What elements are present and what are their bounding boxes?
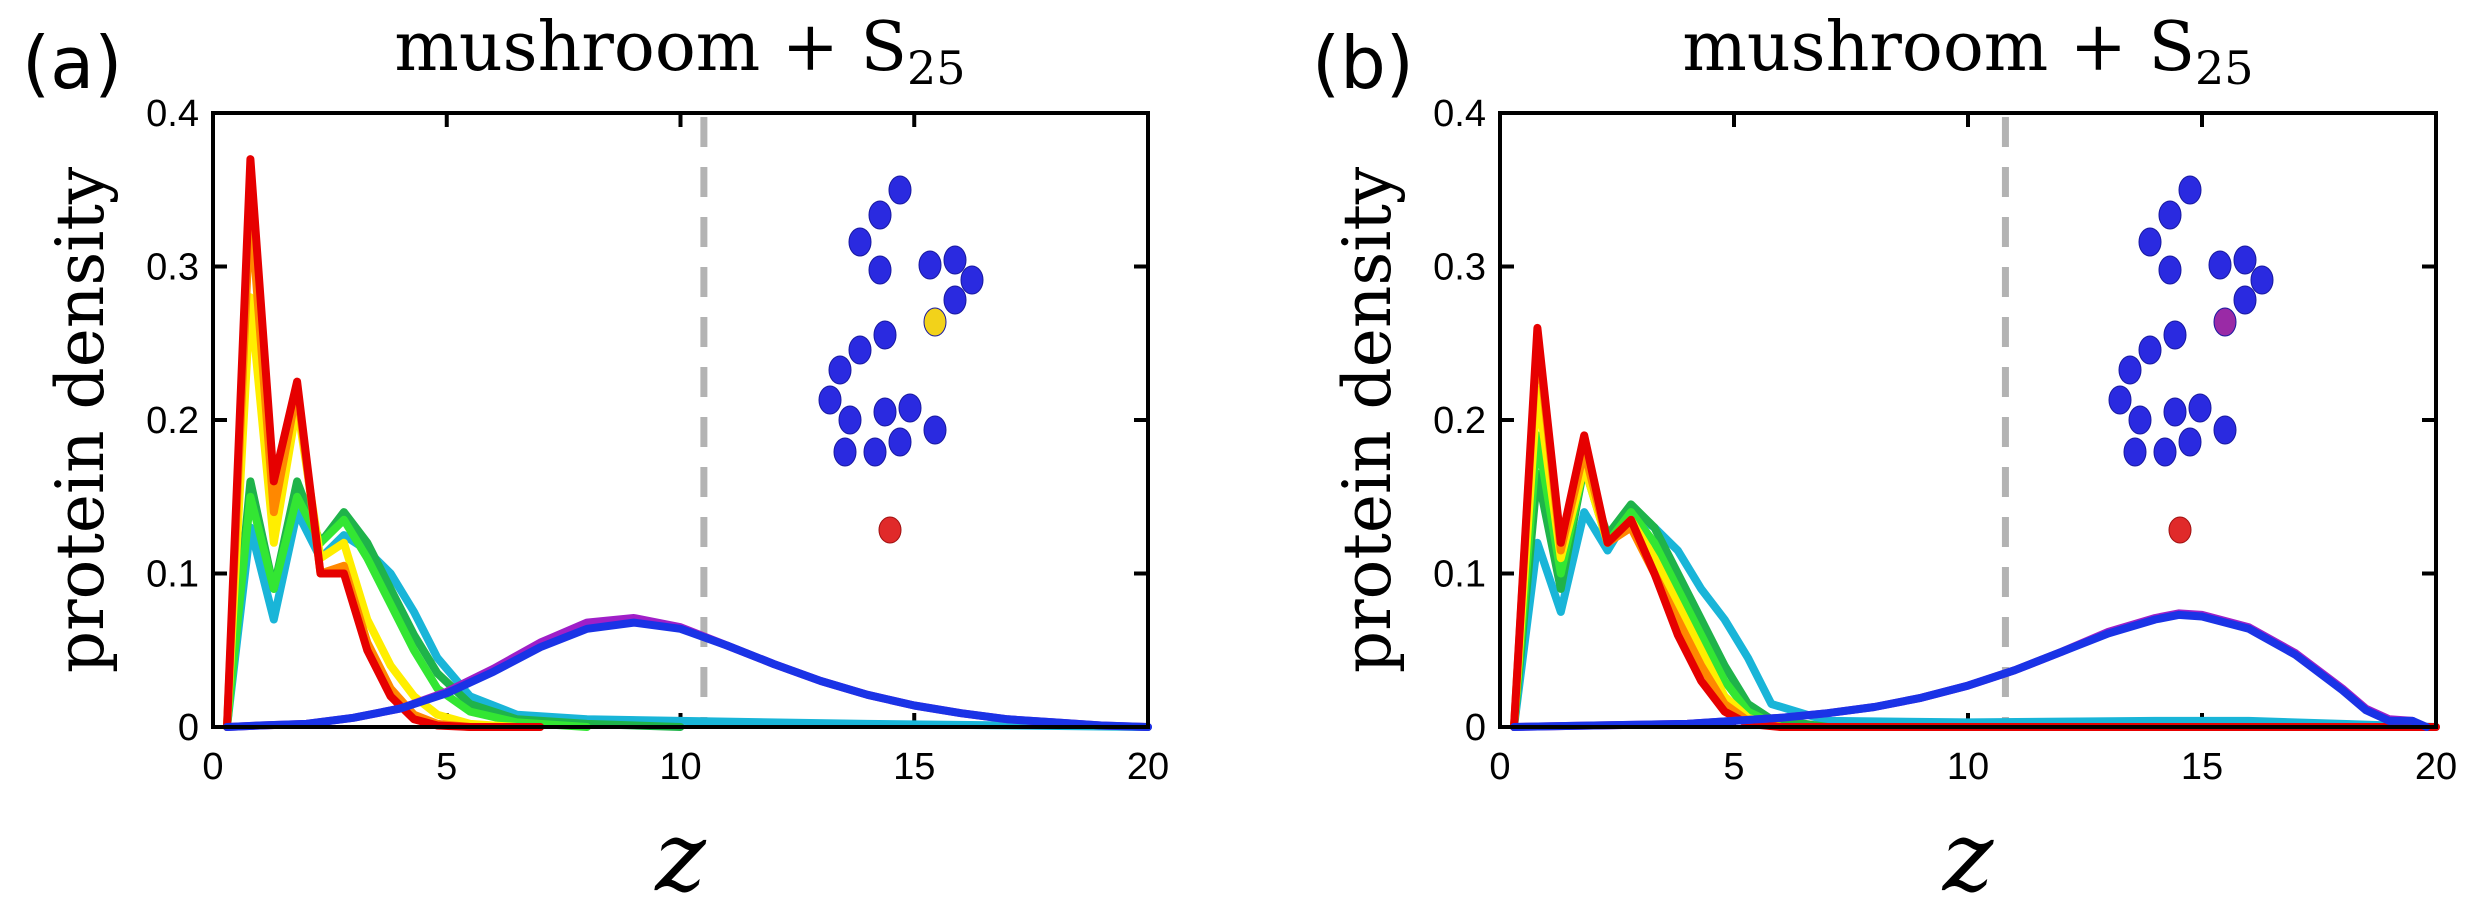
inset-molecule: [2108, 175, 2274, 544]
x-tick-label: 15: [893, 746, 935, 788]
series-line-lime: [223, 492, 591, 731]
inset-highlight-bead: [923, 307, 947, 337]
inset-bead: [943, 245, 967, 275]
inset-bead: [818, 385, 842, 415]
inset-bead: [868, 255, 892, 285]
series-line-red: [223, 155, 545, 731]
inset-bead: [2233, 245, 2257, 275]
chart-title-subscript: 25: [2195, 41, 2254, 95]
inset-bead: [943, 285, 967, 315]
x-tick-label: 20: [2415, 746, 2457, 788]
y-tick-label: 0: [178, 707, 199, 749]
inset-bead: [848, 335, 872, 365]
y-tick-label: 0: [1465, 707, 1486, 749]
inset-bead: [2208, 250, 2232, 280]
inset-bead: [873, 397, 897, 427]
inset-bead: [2163, 397, 2187, 427]
inset-bead: [2213, 415, 2237, 445]
series-line-blue: [1510, 610, 2431, 731]
y-axis-label: protein density: [1329, 166, 1406, 673]
inset-bead: [888, 427, 912, 457]
x-axis-label: z: [1942, 801, 1995, 912]
inset-highlight-bead: [2213, 307, 2237, 337]
inset-bead: [848, 227, 872, 257]
y-tick-label: 0.1: [146, 554, 199, 596]
inset-bead: [2188, 393, 2212, 423]
panel-label: (a): [22, 21, 122, 105]
inset-bead: [2250, 265, 2274, 295]
series-line-cyan: [1510, 508, 2440, 731]
series-line-green: [1510, 462, 1832, 731]
inset-bead: [960, 265, 984, 295]
inset-bead: [2163, 320, 2187, 350]
chart-title: mushroom + S25: [394, 8, 965, 95]
plot-frame: [1498, 111, 2438, 729]
y-tick-label: 0.2: [1433, 400, 1486, 442]
inset-bead: [2118, 355, 2142, 385]
x-tick-label: 10: [659, 746, 701, 788]
chart-title-subscript: 25: [907, 41, 966, 95]
panel-a: (a) mushroom + S25 protein density z 0 5 10 15 2…: [22, 8, 1169, 912]
y-tick-label: 0.2: [146, 400, 199, 442]
inset-bead: [2178, 427, 2202, 457]
inset-bead: [838, 405, 862, 435]
x-axis-label: z: [654, 801, 707, 912]
panel-b: (b) mushroom + S25 protein density z 0 5 10 15 2…: [1312, 8, 2457, 912]
plot-frame: [211, 111, 1150, 729]
inset-bead: [2128, 405, 2152, 435]
chart-title-main: mushroom + S: [394, 8, 907, 87]
y-tick-label: 0.1: [1433, 554, 1486, 596]
inset-end-bead: [878, 516, 902, 544]
y-axis-label: protein density: [42, 166, 119, 673]
inset-bead: [2138, 227, 2162, 257]
inset-bead: [2158, 255, 2182, 285]
series-line-blue: [223, 618, 1152, 731]
inset-bead: [898, 393, 922, 423]
inset-bead: [2233, 285, 2257, 315]
chart-title-main: mushroom + S: [1682, 8, 2195, 87]
y-tick-label: 0.4: [146, 93, 199, 135]
inset-bead: [918, 250, 942, 280]
inset-bead: [923, 415, 947, 445]
inset-bead: [2158, 200, 2182, 230]
inset-bead: [863, 437, 887, 467]
panel-label: (b): [1312, 21, 1414, 105]
x-tick-label: 5: [436, 746, 457, 788]
inset-bead: [828, 355, 852, 385]
inset-bead: [2108, 385, 2132, 415]
inset-bead: [2178, 175, 2202, 205]
x-tick-label: 0: [1489, 746, 1510, 788]
y-tick-label: 0.4: [1433, 93, 1486, 135]
y-tick-label: 0.3: [146, 247, 199, 289]
inset-bead: [2138, 335, 2162, 365]
series-line-purple: [1510, 609, 2417, 731]
y-tick-label: 0.3: [1433, 247, 1486, 289]
inset-bead: [2123, 437, 2147, 467]
x-tick-label: 10: [1947, 746, 1989, 788]
inset-bead: [2153, 437, 2177, 467]
x-tick-label: 20: [1127, 746, 1169, 788]
inset-bead: [888, 175, 912, 205]
inset-end-bead: [2168, 516, 2192, 544]
x-tick-label: 0: [202, 746, 223, 788]
inset-molecule: [818, 175, 984, 544]
inset-bead: [873, 320, 897, 350]
chart-title: mushroom + S25: [1682, 8, 2253, 95]
inset-bead: [833, 437, 857, 467]
series-line-cyan: [223, 508, 1152, 731]
x-tick-label: 5: [1723, 746, 1744, 788]
inset-bead: [868, 200, 892, 230]
x-tick-label: 15: [2181, 746, 2223, 788]
